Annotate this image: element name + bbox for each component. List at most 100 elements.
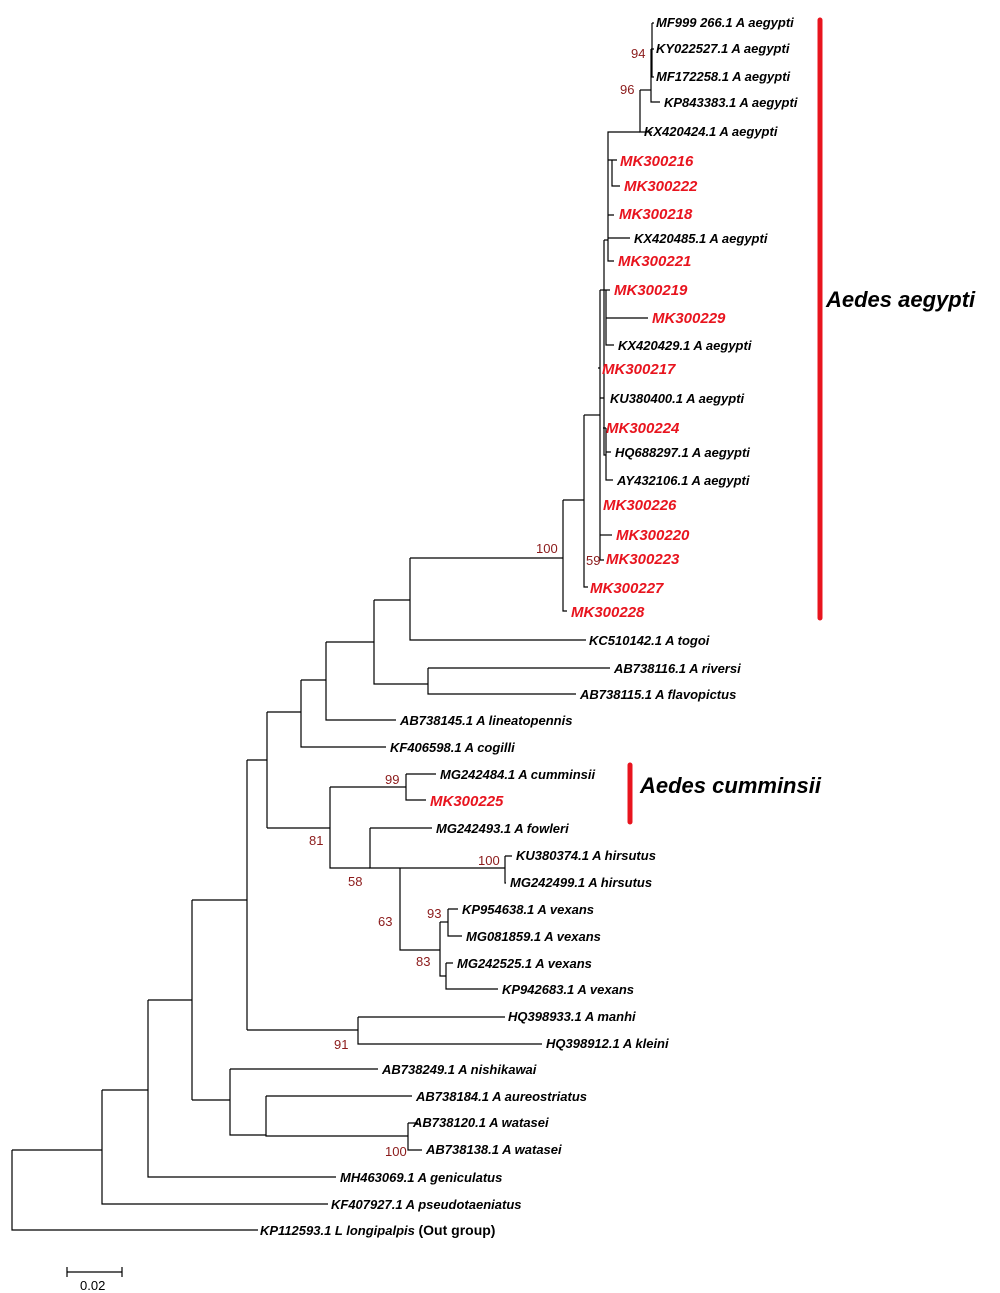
branch [603, 240, 606, 456]
tip-label: KY022527.1 A aegypti [656, 41, 790, 56]
branch [447, 908, 462, 937]
branch [652, 22, 654, 50]
branch [605, 290, 614, 346]
branch [639, 90, 652, 133]
branch [607, 215, 614, 262]
tip-label: AB738249.1 A nishikawai [381, 1062, 537, 1077]
branch [599, 290, 604, 561]
tip-label: MK300221 [618, 253, 691, 270]
branch [445, 962, 498, 990]
tip-label: KP112593.1 L longipalpis (Out group) [260, 1222, 495, 1238]
branch [357, 1016, 542, 1045]
tip-label: KU380400.1 A aegypti [610, 391, 745, 406]
branch [369, 827, 432, 869]
tip-label: MK300228 [571, 604, 645, 621]
branch [427, 667, 610, 695]
tip-label: MK300217 [602, 361, 676, 378]
tip-label: AB738120.1 A watasei [412, 1115, 549, 1130]
branch [11, 1150, 258, 1231]
tree-branches [11, 22, 660, 1231]
branch [598, 367, 604, 399]
scale-bar-label: 0.02 [80, 1278, 105, 1293]
bootstrap-value: 81 [309, 833, 323, 848]
tip-label: AB738116.1 A riversi [613, 661, 741, 676]
clade-annotations: Aedes aegypti Aedes cumminsii [627, 17, 976, 825]
tip-label: MG242493.1 A fowleri [436, 821, 569, 836]
branch [608, 214, 630, 239]
tip-label: KP954638.1 A vexans [462, 902, 594, 917]
tip-label: MK300222 [624, 178, 698, 195]
tip-label: KU380374.1 A hirsutus [516, 848, 656, 863]
branch [405, 773, 436, 801]
branch [101, 1090, 328, 1205]
tip-label: KP843383.1 A aegypti [664, 95, 798, 110]
branch [439, 922, 446, 977]
branch [504, 855, 512, 884]
tip-label: MK300223 [606, 551, 680, 568]
branch [605, 428, 613, 481]
tip-label: MK300219 [614, 282, 688, 299]
tip-label: MG081859.1 A vexans [466, 929, 601, 944]
tip-label: AB738138.1 A watasei [425, 1142, 562, 1157]
branch [562, 500, 567, 612]
tip-label: MG242484.1 A cumminsii [440, 767, 595, 782]
bootstrap-value: 100 [536, 541, 558, 556]
tip-label: MK300216 [620, 153, 694, 170]
scale-bar: 0.02 [66, 1267, 123, 1293]
tip-labels: MF999 266.1 A aegypti KY022527.1 A aegypt… [260, 15, 798, 1238]
tip-label: AB738145.1 A lineatopennis [399, 713, 572, 728]
tip-label: MK300225 [430, 793, 504, 810]
tip-label-outgroup: (Out group) [418, 1222, 495, 1238]
branch [583, 415, 588, 588]
bootstrap-value: 59 [586, 553, 600, 568]
tip-label: MK300229 [652, 310, 726, 327]
branch [373, 600, 428, 685]
branch [147, 1000, 336, 1178]
tip-label: MG242499.1 A hirsutus [510, 875, 652, 890]
branch [409, 558, 586, 641]
tip-label: KP942683.1 A vexans [502, 982, 634, 997]
bootstrap-value: 94 [631, 46, 645, 61]
tip-label: HQ398912.1 A kleini [546, 1036, 669, 1051]
tip-label: MK300226 [603, 497, 677, 514]
branch [329, 787, 370, 869]
branch [607, 131, 640, 160]
clade-label-cumminsii: Aedes cumminsii [639, 773, 822, 798]
tip-label: KF407927.1 A pseudotaeniatus [331, 1197, 522, 1212]
tip-label: MK300218 [619, 206, 693, 223]
bootstrap-value: 93 [427, 906, 441, 921]
tip-label: MH463069.1 A geniculatus [340, 1170, 502, 1185]
tip-label-name: KP112593.1 L longipalpis [260, 1223, 418, 1238]
tip-label: MF172258.1 A aegypti [656, 69, 791, 84]
bootstrap-value: 91 [334, 1037, 348, 1052]
bootstrap-values: 94 96 100 59 99 81 58 100 63 93 83 91 100 [309, 46, 645, 1159]
clade-label-aegypti: Aedes aegypti [825, 287, 976, 312]
tip-label: KX420485.1 A aegypti [634, 231, 768, 246]
branch [300, 680, 386, 748]
tip-label: KC510142.1 A togoi [589, 633, 710, 648]
tip-label: MK300224 [606, 420, 680, 437]
tip-label: KF406598.1 A cogilli [390, 740, 515, 755]
tip-label: AB738115.1 A flavopictus [579, 687, 736, 702]
tip-label: HQ688297.1 A aegypti [615, 445, 750, 460]
bootstrap-value: 63 [378, 914, 392, 929]
tip-label: MK300220 [616, 527, 690, 544]
tip-label: KX420424.1 A aegypti [644, 124, 778, 139]
branch [325, 642, 396, 721]
tip-label: KX420429.1 A aegypti [618, 338, 752, 353]
bootstrap-value: 96 [620, 82, 634, 97]
bootstrap-value: 83 [416, 954, 430, 969]
tip-label: MK300227 [590, 580, 664, 597]
bootstrap-value: 99 [385, 772, 399, 787]
branch [608, 159, 620, 187]
tip-label: AY432106.1 A aegypti [616, 473, 750, 488]
tip-label: MG242525.1 A vexans [457, 956, 592, 971]
tip-label: HQ398933.1 A manhi [508, 1009, 636, 1024]
branch [407, 1122, 422, 1151]
branch [650, 49, 660, 103]
tip-label: AB738184.1 A aureostriatus [415, 1089, 587, 1104]
branch [229, 1068, 378, 1136]
branch [265, 1095, 412, 1137]
bootstrap-value: 58 [348, 874, 362, 889]
